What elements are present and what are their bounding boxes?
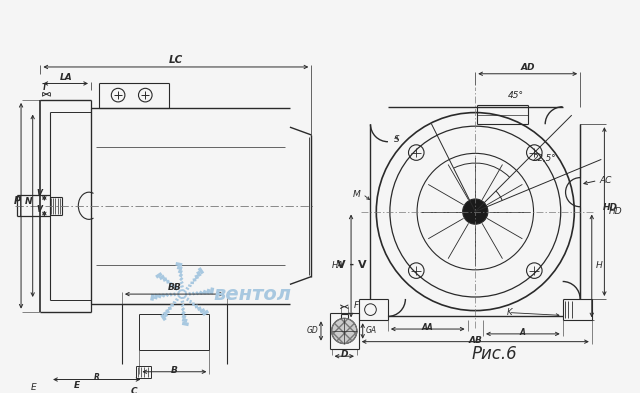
Circle shape — [463, 199, 488, 224]
Text: R: R — [94, 373, 100, 382]
Text: T: T — [42, 83, 47, 92]
Text: AA: AA — [422, 323, 434, 332]
Text: HD: HD — [609, 207, 623, 216]
Text: BB: BB — [168, 283, 181, 292]
Text: E: E — [74, 381, 81, 390]
Text: 22,5°: 22,5° — [533, 154, 557, 163]
Text: вентол: вентол — [213, 285, 291, 304]
Text: N: N — [25, 197, 33, 206]
Text: S: S — [394, 135, 399, 144]
Text: P: P — [13, 196, 20, 206]
Text: V - V: V - V — [337, 260, 367, 270]
Text: AD: AD — [520, 63, 535, 72]
Text: M: M — [353, 189, 361, 198]
Text: AC: AC — [600, 176, 612, 185]
Text: B: B — [171, 365, 178, 375]
Text: A: A — [520, 328, 526, 337]
Text: K: K — [506, 308, 512, 317]
Text: V: V — [36, 189, 42, 198]
Text: Рис.6: Рис.6 — [472, 345, 518, 363]
Text: LC: LC — [169, 55, 183, 65]
Text: F: F — [353, 301, 358, 310]
Text: LA: LA — [60, 73, 72, 81]
Text: HA: HA — [332, 261, 343, 270]
Text: E: E — [31, 383, 36, 392]
Text: C: C — [131, 387, 137, 393]
Text: H: H — [596, 261, 603, 270]
Text: D: D — [340, 350, 348, 359]
Text: GA: GA — [365, 327, 377, 336]
Text: HD: HD — [603, 203, 618, 211]
Circle shape — [332, 318, 357, 343]
Text: V: V — [36, 204, 42, 213]
Text: 45°: 45° — [508, 91, 524, 99]
Text: GD: GD — [307, 327, 318, 336]
Text: AB: AB — [468, 336, 482, 345]
